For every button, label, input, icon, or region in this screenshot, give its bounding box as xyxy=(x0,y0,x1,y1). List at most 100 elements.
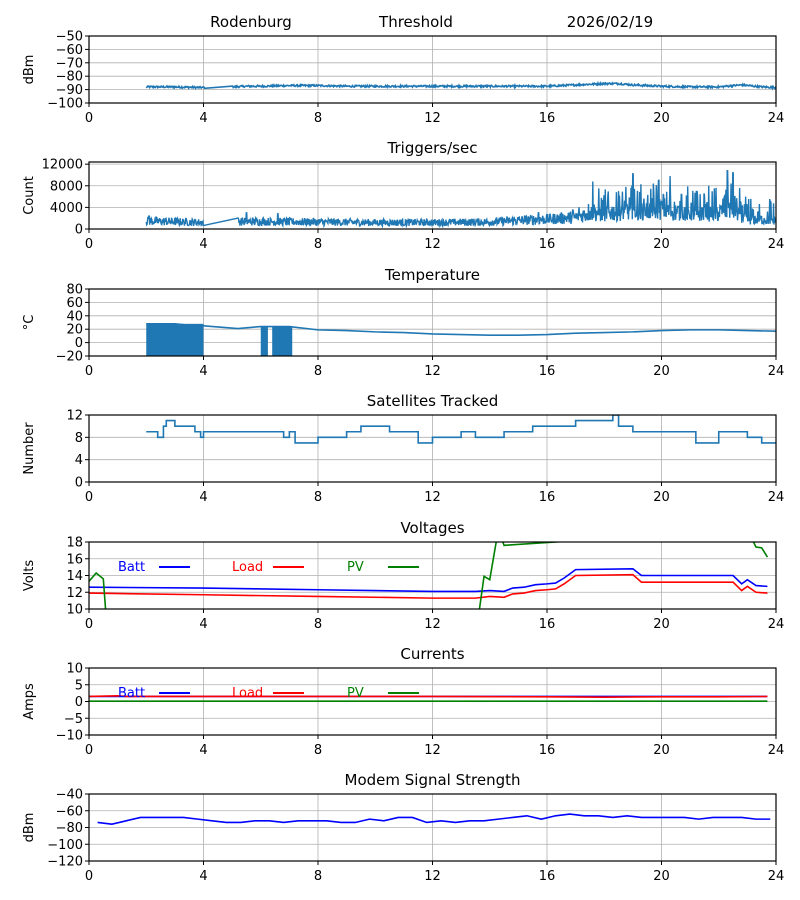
chart-title: Voltages xyxy=(400,519,464,537)
y-tick-label: 18 xyxy=(66,536,83,551)
figure-header: Rodenburg Threshold 2026/02/19 xyxy=(210,13,653,31)
x-tick-label: 16 xyxy=(539,743,556,758)
header-station: Rodenburg xyxy=(210,13,292,31)
y-tick-label: 12 xyxy=(66,409,83,424)
x-tick-label: 0 xyxy=(85,617,93,632)
filled-block xyxy=(260,326,268,356)
series-group xyxy=(146,415,776,444)
legend-label: PV xyxy=(347,686,364,701)
y-tick-label: 0 xyxy=(75,476,83,491)
chart-panel-1: Triggers/sec Count 0 4 8 12 16 20 24 0 4000 8000 120… xyxy=(22,139,784,252)
chart-panel-6: Modem Signal Strength dBm 0 4 8 12 16 20 24 −120 −… xyxy=(22,771,784,884)
legend-label: PV xyxy=(347,560,364,575)
y-tick-label: −80 xyxy=(56,70,83,85)
legend-label: Load xyxy=(232,686,263,701)
x-tick-label: 24 xyxy=(768,364,785,379)
y-tick-label: 0 xyxy=(75,336,83,351)
x-tick-label: 20 xyxy=(653,743,670,758)
x-tick-label: 8 xyxy=(314,490,322,505)
grid xyxy=(88,793,777,862)
y-tick-label: 10 xyxy=(66,662,83,677)
x-tick-label: 4 xyxy=(199,869,207,884)
y-tick-label: 40 xyxy=(66,309,83,324)
y-tick-label: 0 xyxy=(75,223,83,238)
x-tick-label: 4 xyxy=(199,490,207,505)
y-tick-label: 12 xyxy=(66,586,83,601)
x-tick-label: 20 xyxy=(653,617,670,632)
y-tick-label: −100 xyxy=(47,838,83,853)
series-line-Load xyxy=(89,573,768,599)
x-tick-label: 16 xyxy=(539,111,556,126)
x-tick-label: 20 xyxy=(653,237,670,252)
y-tick-label: 5 xyxy=(75,678,83,693)
legend-label: Load xyxy=(232,560,263,575)
series-line-Load xyxy=(89,695,768,698)
axes-frame xyxy=(88,541,777,610)
y-tick-label: 0 xyxy=(75,695,83,710)
x-tick-label: 24 xyxy=(768,869,785,884)
x-tick-label: 0 xyxy=(85,743,93,758)
x-tick-label: 12 xyxy=(424,111,441,126)
series-line-modem xyxy=(97,813,771,825)
y-tick-label: −90 xyxy=(56,83,83,98)
x-tick-label: 8 xyxy=(314,869,322,884)
header-mode: Threshold xyxy=(378,13,453,31)
x-tick-label: 12 xyxy=(424,237,441,252)
x-tick-label: 0 xyxy=(85,869,93,884)
filled-block xyxy=(272,326,293,356)
x-tick-label: 24 xyxy=(768,490,785,505)
x-tick-label: 20 xyxy=(653,869,670,884)
x-tick-label: 4 xyxy=(199,111,207,126)
y-tick-label: −40 xyxy=(56,788,83,803)
x-tick-label: 0 xyxy=(85,364,93,379)
x-tick-label: 4 xyxy=(199,743,207,758)
x-tick-label: 24 xyxy=(768,111,785,126)
x-tick-label: 12 xyxy=(424,617,441,632)
x-tick-label: 24 xyxy=(768,743,785,758)
y-tick-label: 80 xyxy=(66,283,83,298)
x-tick-label: 12 xyxy=(424,364,441,379)
legend: Batt Load PV xyxy=(118,686,419,701)
x-tick-label: 16 xyxy=(539,617,556,632)
series-line-triggers xyxy=(145,169,776,229)
x-tick-label: 0 xyxy=(85,111,93,126)
y-tick-label: 10 xyxy=(66,603,83,618)
x-tick-label: 24 xyxy=(768,237,785,252)
y-tick-label: −70 xyxy=(56,56,83,71)
y-axis-label: Volts xyxy=(22,560,37,592)
axes-frame xyxy=(88,161,777,230)
series-line-PV xyxy=(89,542,769,609)
y-tick-label: −10 xyxy=(56,729,83,744)
series-group xyxy=(146,323,776,356)
y-tick-label: 4000 xyxy=(50,201,83,216)
y-tick-label: −100 xyxy=(47,97,83,112)
header-date: 2026/02/19 xyxy=(567,13,653,31)
grid xyxy=(88,414,777,483)
y-axis-label: Number xyxy=(22,422,37,475)
legend: Batt Load PV xyxy=(118,560,419,575)
y-axis-label: dBm xyxy=(22,55,37,85)
axes-frame xyxy=(88,288,777,357)
series-group xyxy=(145,169,776,229)
x-tick-label: 16 xyxy=(539,490,556,505)
x-tick-label: 20 xyxy=(653,490,670,505)
x-tick-label: 4 xyxy=(199,237,207,252)
axes-frame xyxy=(88,667,777,736)
y-axis-label: Amps xyxy=(22,683,37,720)
axes-frame xyxy=(88,793,777,862)
series-group xyxy=(89,695,768,702)
x-tick-label: 8 xyxy=(314,617,322,632)
x-tick-label: 8 xyxy=(314,364,322,379)
axes-frame xyxy=(88,35,777,104)
y-axis-label: dBm xyxy=(22,813,37,843)
x-tick-label: 16 xyxy=(539,869,556,884)
y-tick-label: 8 xyxy=(75,431,83,446)
x-tick-label: 4 xyxy=(199,617,207,632)
y-tick-label: −80 xyxy=(56,821,83,836)
x-tick-label: 16 xyxy=(539,237,556,252)
y-tick-label: −120 xyxy=(47,855,83,870)
x-tick-label: 12 xyxy=(424,869,441,884)
